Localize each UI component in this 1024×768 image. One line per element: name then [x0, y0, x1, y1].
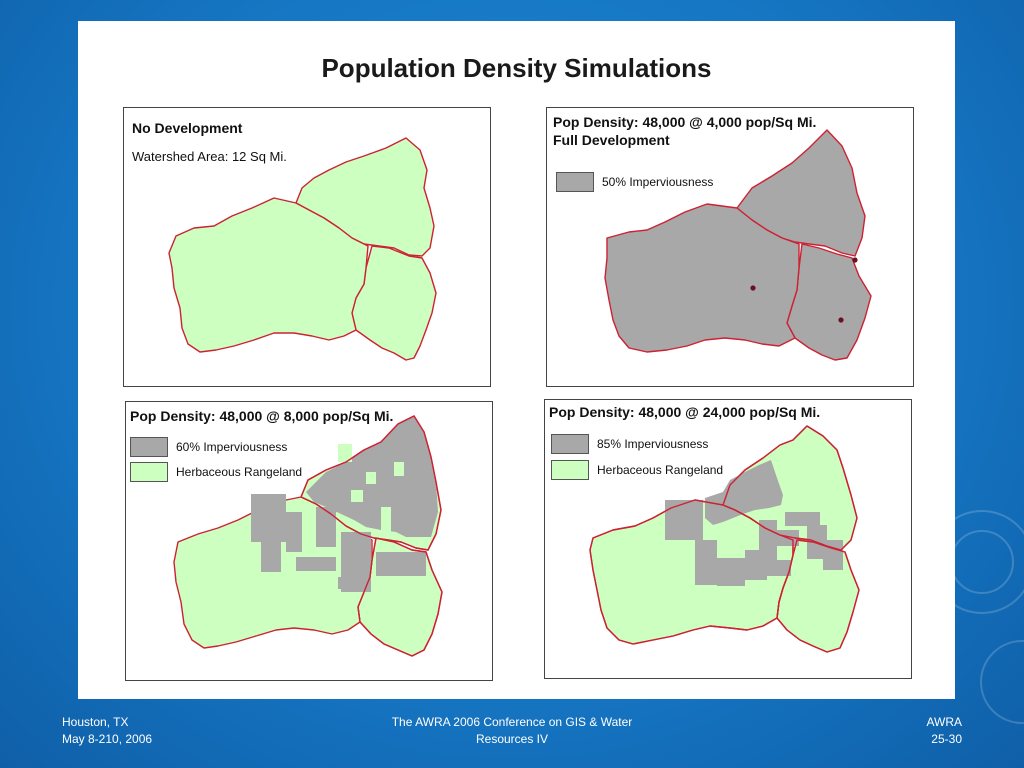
watershed-map	[604, 129, 872, 361]
legend-item: 85% Imperviousness	[551, 434, 708, 454]
legend-swatch	[551, 434, 589, 454]
watershed-map	[168, 137, 437, 361]
legend-swatch	[556, 172, 594, 192]
panel-subtitle: Full Development	[553, 132, 670, 148]
legend-item: Herbaceous Rangeland	[130, 462, 302, 482]
legend-swatch	[130, 437, 168, 457]
legend-item: Herbaceous Rangeland	[551, 460, 723, 480]
outlet-point	[852, 257, 858, 263]
watershed-map	[173, 415, 443, 657]
footer-conference: The AWRA 2006 Conference on GIS & Water …	[362, 714, 662, 748]
legend-swatch	[551, 460, 589, 480]
panel-title: Pop Density: 48,000 @ 8,000 pop/Sq Mi.	[130, 408, 394, 424]
legend-label: Herbaceous Rangeland	[176, 465, 303, 479]
legend-label: Herbaceous Rangeland	[597, 463, 724, 477]
outlet-point	[750, 285, 756, 291]
water-ripple-decoration	[980, 640, 1024, 724]
legend-swatch	[130, 462, 168, 482]
footer-city: Houston, TX	[62, 715, 129, 729]
footer-org: AWRA	[926, 715, 962, 729]
footer-location: Houston, TX May 8-210, 2006	[62, 714, 152, 748]
legend-item: 50% Imperviousness	[556, 172, 713, 192]
outlet-point	[838, 317, 844, 323]
footer-page-number: 25-30	[931, 732, 962, 746]
legend-label: 50% Imperviousness	[602, 175, 714, 189]
panel-title: Pop Density: 48,000 @ 4,000 pop/Sq Mi.	[553, 114, 817, 130]
map-panel-density-24000: Pop Density: 48,000 @ 24,000 pop/Sq Mi. …	[544, 399, 912, 679]
panel-subtitle: Watershed Area: 12 Sq Mi.	[132, 149, 287, 164]
slide-title: Population Density Simulations	[321, 53, 712, 83]
footer-page: AWRA 25-30	[926, 714, 962, 748]
slide-content: Population Density Simulations No Develo…	[78, 21, 955, 699]
panel-title: No Development	[132, 120, 243, 136]
legend-label: 60% Imperviousness	[176, 440, 288, 454]
map-panel-density-8000: Pop Density: 48,000 @ 8,000 pop/Sq Mi. 6…	[125, 401, 493, 681]
legend-item: 60% Imperviousness	[130, 437, 287, 457]
legend-label: 85% Imperviousness	[597, 437, 709, 451]
map-panel-no-development: No Development Watershed Area: 12 Sq Mi.	[123, 107, 491, 387]
rangeland-patches	[338, 444, 404, 532]
panel-title: Pop Density: 48,000 @ 24,000 pop/Sq Mi.	[549, 404, 821, 420]
map-panel-full-development: Pop Density: 48,000 @ 4,000 pop/Sq Mi. F…	[546, 107, 914, 387]
impervious-area	[665, 460, 843, 586]
watershed-map	[589, 425, 860, 653]
footer-dates: May 8-210, 2006	[62, 732, 153, 746]
footer-conference-line2: Resources IV	[475, 732, 549, 746]
footer-conference-line1: The AWRA 2006 Conference on GIS & Water	[391, 715, 633, 729]
